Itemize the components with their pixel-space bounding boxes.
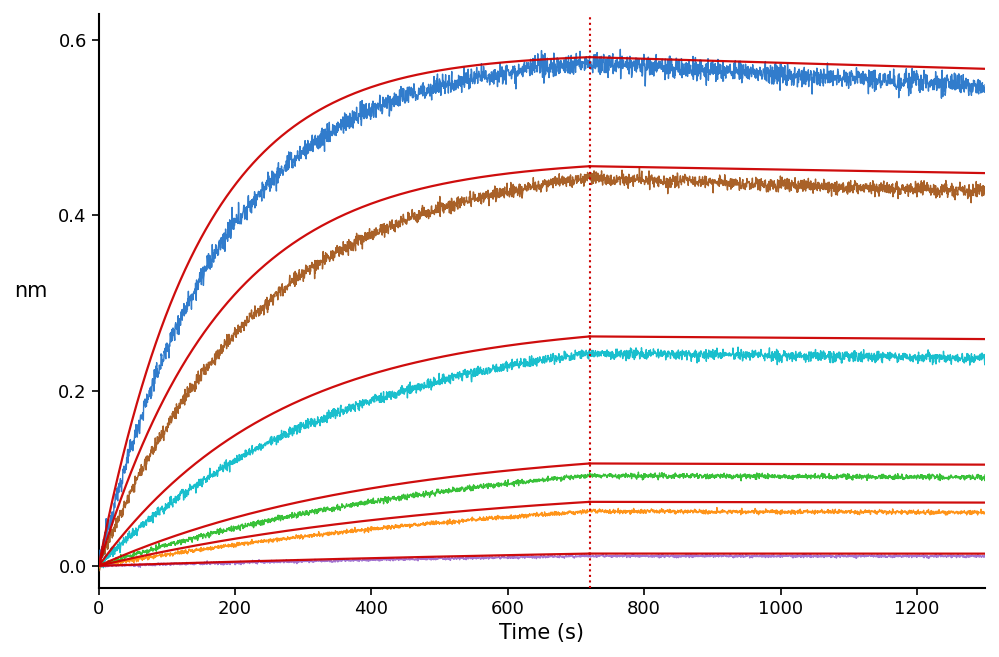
Y-axis label: nm: nm [14, 281, 47, 301]
X-axis label: Time (s): Time (s) [500, 623, 584, 643]
